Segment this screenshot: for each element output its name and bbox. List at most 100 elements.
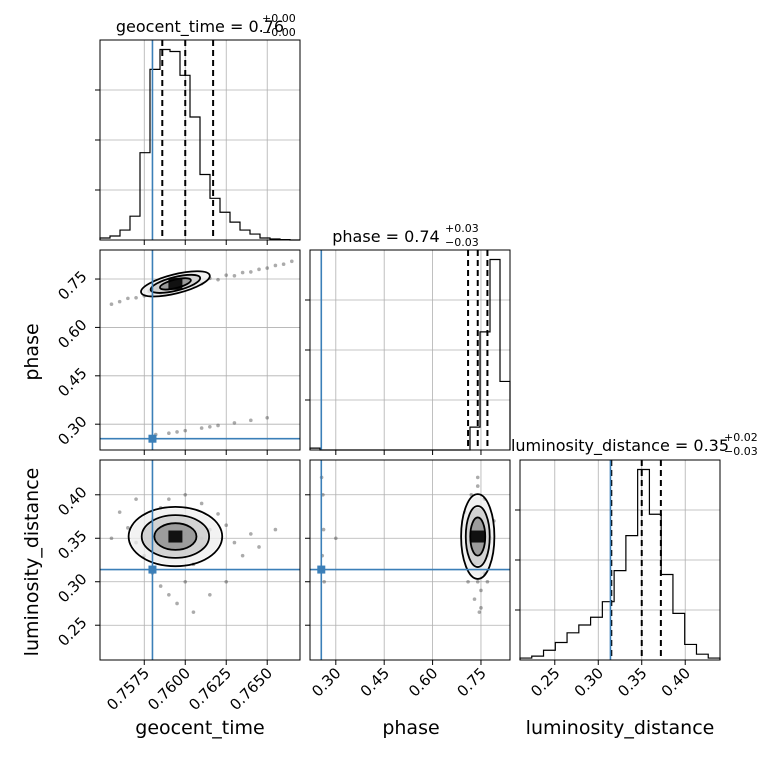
sample-point	[126, 296, 130, 301]
scatter-phase-vs-geocent-time: 0.30 0.45 0.60 0.75	[54, 249, 301, 455]
truth-marker	[148, 565, 157, 574]
tick-label-x-phase-1: 0.45	[357, 664, 393, 700]
hist-step-luminosity_distance	[519, 468, 721, 660]
tick-label-y-phase-3: 0.75	[54, 267, 90, 303]
sample-point	[175, 601, 179, 606]
contour-0	[140, 270, 211, 298]
sample-point	[167, 431, 171, 436]
scatter-luminosity-vs-phase: 0.30 0.45 0.60 0.75	[305, 459, 511, 700]
sample-point	[322, 579, 326, 584]
sample-point	[479, 606, 483, 610]
sample-point	[290, 259, 294, 264]
tick-label-x-phase-0: 0.30	[308, 664, 344, 700]
sample-point	[485, 579, 490, 584]
sample-point	[475, 484, 480, 488]
sample-point	[281, 262, 286, 266]
tick-label-y-luminosity_distance-3: 0.40	[54, 483, 90, 519]
sample-point	[249, 532, 253, 536]
sample-point	[475, 579, 480, 584]
sample-point	[466, 579, 470, 584]
sample-point	[224, 273, 229, 277]
sample-point	[232, 540, 237, 545]
sample-point	[109, 536, 114, 541]
sample-point	[224, 523, 229, 528]
tick-label-y-luminosity_distance-2: 0.35	[54, 527, 90, 563]
ylabel-phase: phase	[21, 323, 43, 380]
xlabel-phase: phase	[382, 717, 439, 739]
title-luminosity-distance: luminosity_distance = 0.35	[511, 436, 729, 456]
sample-point	[273, 263, 278, 268]
sample-point	[167, 497, 171, 501]
truth-marker	[148, 434, 157, 443]
histogram-phase	[305, 249, 511, 455]
sample-point	[158, 584, 163, 588]
tick-label-x-geocent_time-0: 0.7575	[103, 664, 153, 714]
tick-label-x-luminosity_distance-1: 0.30	[571, 664, 607, 700]
hist-step-geocent_time	[99, 48, 300, 241]
title-phase-plus: +0.03	[445, 222, 479, 235]
sample-point	[477, 610, 482, 614]
tick-label-x-luminosity_distance-3: 0.40	[658, 664, 694, 700]
sample-point	[199, 501, 204, 506]
title-luminosity-distance-minus: −0.03	[724, 445, 758, 458]
sample-point	[126, 526, 130, 530]
sample-point	[475, 475, 480, 480]
histogram-luminosity-distance: 0.25 0.30 0.35 0.40	[515, 459, 721, 700]
sample-point	[265, 266, 270, 270]
sample-point	[191, 610, 196, 614]
title-luminosity-distance-plus: +0.02	[724, 431, 758, 444]
sample-point	[273, 527, 278, 532]
density-peak	[470, 530, 485, 543]
sample-point	[167, 592, 171, 597]
frame-geocent_time-phase	[99, 249, 301, 451]
sample-point	[479, 588, 483, 593]
tick-label-x-geocent_time-1: 0.7600	[144, 664, 194, 714]
xlabel-geocent-time: geocent_time	[135, 717, 264, 739]
tick-label-y-phase-2: 0.60	[54, 316, 90, 352]
sample-point	[134, 497, 138, 501]
sample-point	[183, 579, 188, 584]
sample-point	[216, 423, 220, 428]
sample-point	[232, 421, 237, 425]
hist-step-phase	[309, 258, 511, 451]
sample-point	[249, 418, 253, 423]
sample-point	[216, 512, 220, 516]
sample-point	[265, 415, 270, 420]
tick-label-x-luminosity_distance-0: 0.25	[527, 664, 563, 700]
tick-label-y-luminosity_distance-0: 0.25	[54, 614, 90, 650]
tick-label-y-luminosity_distance-1: 0.30	[54, 570, 90, 606]
title-phase-minus: −0.03	[445, 236, 479, 249]
contour-1	[464, 505, 491, 568]
histogram-geocent-time	[95, 39, 301, 245]
sample-point	[208, 592, 212, 597]
title-geocent-time: geocent_time = 0.76	[116, 17, 284, 37]
sample-point	[224, 579, 229, 584]
frame-hist-luminosity_distance	[519, 459, 721, 661]
sample-point	[334, 536, 338, 541]
title-phase: phase = 0.74	[332, 227, 439, 246]
title-geocent-time-plus: +0.00	[262, 12, 296, 25]
tick-label-x-luminosity_distance-2: 0.35	[614, 664, 650, 700]
title-geocent-time-minus: −0.00	[262, 26, 296, 39]
contour-2	[469, 516, 487, 557]
sample-point	[232, 274, 237, 278]
sample-point	[240, 553, 245, 558]
sample-point	[183, 428, 188, 433]
frame-geocent_time-luminosity_distance	[99, 459, 301, 661]
frame-phase-luminosity_distance	[309, 459, 511, 661]
sample-point	[109, 302, 114, 306]
tick-label-x-phase-2: 0.60	[405, 664, 441, 700]
sample-point	[257, 267, 261, 272]
sample-point	[257, 545, 261, 549]
sample-point	[321, 527, 326, 532]
contour-1	[149, 273, 202, 294]
contour-2	[159, 277, 192, 291]
sample-point	[216, 277, 220, 282]
sample-point	[472, 597, 477, 601]
sample-point	[117, 299, 122, 304]
sample-point	[175, 430, 179, 434]
sample-point	[199, 426, 204, 430]
tick-label-x-geocent_time-2: 0.7625	[185, 664, 235, 714]
